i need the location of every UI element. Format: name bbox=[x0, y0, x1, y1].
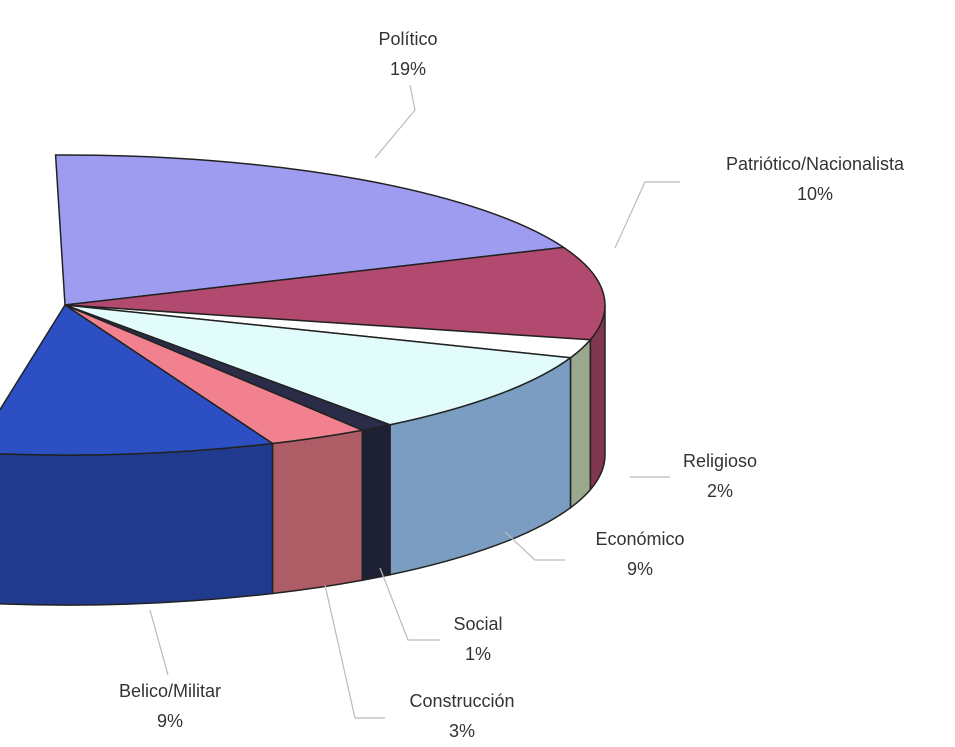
slice-value: 2% bbox=[707, 481, 733, 501]
slice-label: Social bbox=[453, 614, 502, 634]
slice-value: 1% bbox=[465, 644, 491, 664]
slice-label: Belico/Militar bbox=[119, 681, 221, 701]
slice-label: Económico bbox=[595, 529, 684, 549]
slice-label: Político bbox=[378, 29, 437, 49]
leader-line bbox=[374, 84, 416, 159]
slice-value: 10% bbox=[797, 184, 833, 204]
slice-side bbox=[361, 423, 391, 582]
slice-value: 3% bbox=[449, 721, 475, 741]
slice-label: Religioso bbox=[683, 451, 757, 471]
slice-side bbox=[271, 429, 364, 595]
slice bbox=[64, 246, 606, 341]
slice-value: 19% bbox=[390, 59, 426, 79]
slice bbox=[54, 154, 566, 306]
slice-value: 9% bbox=[157, 711, 183, 731]
slice-side bbox=[0, 442, 274, 606]
leader-line bbox=[614, 181, 680, 249]
leader-line bbox=[149, 609, 169, 676]
slice-label: Patriótico/Nacionalista bbox=[726, 154, 905, 174]
leader-line bbox=[379, 567, 440, 641]
slice bbox=[0, 303, 275, 456]
slice-value: 9% bbox=[627, 559, 653, 579]
slice-side bbox=[569, 337, 592, 510]
leader-line bbox=[504, 531, 565, 561]
leader-line bbox=[324, 584, 385, 719]
slice bbox=[64, 304, 573, 426]
slice-label: Construcción bbox=[409, 691, 514, 711]
